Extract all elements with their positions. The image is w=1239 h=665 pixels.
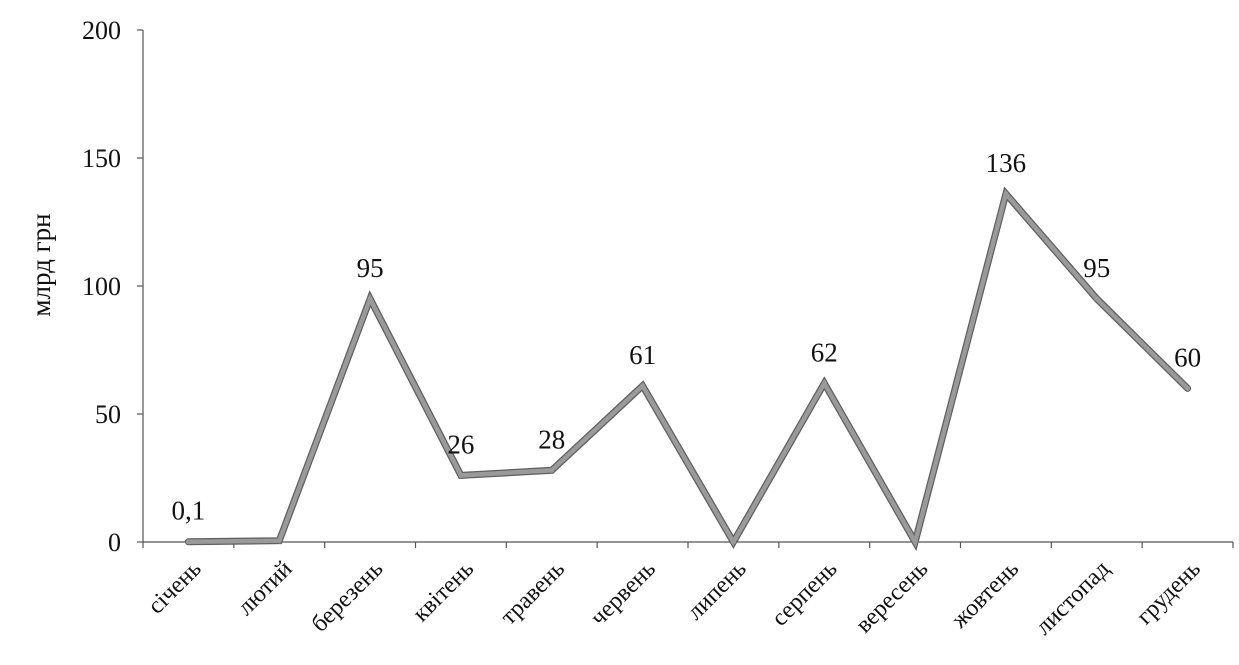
series-layer [184, 186, 1192, 552]
data-point [367, 296, 373, 302]
data-label: 95 [357, 253, 384, 283]
x-category-label: лютий [233, 556, 298, 621]
x-category-label: листопад [1031, 556, 1115, 640]
series-line-outline [184, 186, 1192, 552]
labels: січень лютий березень квітень травень червень… [143, 148, 1206, 640]
x-category-label: грудень [1132, 556, 1206, 630]
y-tick-label: 150 [82, 144, 121, 173]
y-tick-label: 0 [108, 528, 121, 557]
data-point [276, 538, 282, 544]
data-label: 0,1 [172, 496, 206, 526]
data-label: 136 [986, 148, 1027, 178]
data-label: 95 [1083, 253, 1110, 283]
y-tick-label: 100 [82, 272, 121, 301]
x-category-label: квітень [408, 556, 479, 627]
y-tick-label: 50 [95, 400, 121, 429]
data-point [912, 539, 918, 545]
data-label: 61 [629, 340, 656, 370]
data-point [458, 472, 464, 478]
x-category-label: вересень [851, 556, 933, 638]
axes: 0 50 100 150 200 [82, 16, 1234, 557]
y-axis-title: млрд грн [26, 213, 56, 316]
y-tick-label: 200 [82, 16, 121, 45]
x-category-label: травень [496, 556, 570, 630]
x-category-label: жовтень [946, 556, 1024, 634]
data-label: 26 [447, 429, 474, 459]
series-line [186, 189, 1190, 548]
x-category-label: червень [586, 556, 661, 631]
data-point [185, 539, 191, 545]
x-category-label: січень [143, 556, 207, 620]
data-point [1003, 191, 1009, 197]
data-label: 60 [1174, 342, 1201, 372]
data-point [1094, 296, 1100, 302]
x-category-label: серпень [767, 556, 843, 632]
data-point [730, 539, 736, 545]
data-point [640, 383, 646, 389]
x-category-label: липень [682, 556, 751, 625]
data-label: 28 [538, 424, 565, 454]
data-point [821, 380, 827, 386]
data-label: 62 [811, 337, 838, 367]
data-point [549, 467, 555, 473]
data-point [1185, 385, 1191, 391]
x-category-label: березень [307, 556, 389, 638]
